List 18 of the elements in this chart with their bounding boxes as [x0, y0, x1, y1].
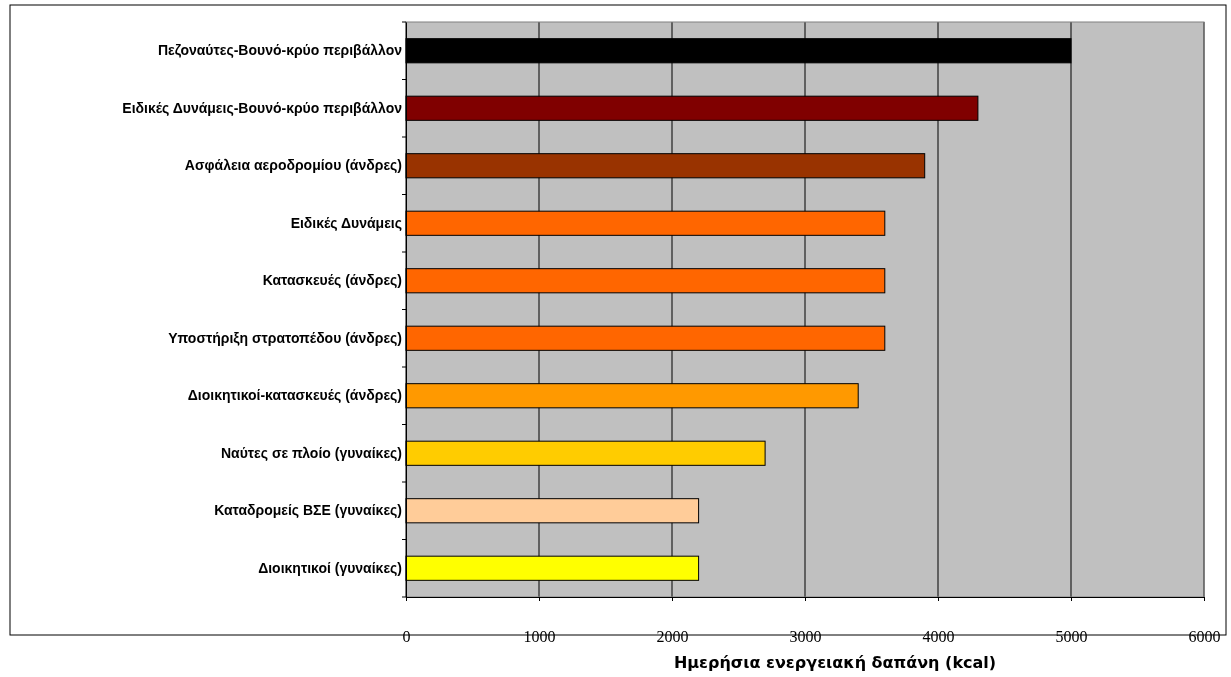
y-tick-label: Κατασκευές (άνδρες): [262, 272, 402, 289]
y-tick-label: Διοικητικοί (γυναίκες): [258, 559, 402, 576]
y-tick-label: Πεζοναύτες-Βουνό-κρύο περιβάλλον: [157, 42, 403, 59]
x-tick-label: 5000: [1055, 628, 1088, 646]
y-tick-label: Διοικητικοί-κατασκευές (άνδρες): [187, 387, 402, 404]
x-tick-label: 6000: [1188, 628, 1221, 646]
y-tick-label: Ναύτες σε πλοίο (γυναίκες): [220, 444, 402, 461]
x-tick-label: 3000: [789, 628, 822, 646]
x-tick-label: 4000: [922, 628, 955, 646]
y-tick-label: Ειδικές Δυνάμεις-Βουνό-κρύο περιβάλλον: [122, 99, 403, 116]
y-tick-label: Ασφάλεια αεροδρομίου (άνδρες): [184, 157, 402, 174]
y-tick-label: Υποστήριξη στρατοπέδου (άνδρες): [168, 329, 402, 346]
y-tick-label: Καταδρομείς ΒΣΕ (γυναίκες): [214, 502, 402, 519]
y-tick-label: Ειδικές Δυνάμεις: [290, 214, 402, 231]
x-tick-label: 0: [402, 628, 411, 646]
x-axis-title: Ημερήσια ενεργειακή δαπάνη (kcal): [673, 653, 997, 672]
x-tick-label: 1000: [523, 628, 556, 646]
x-tick-label: 2000: [656, 628, 689, 646]
